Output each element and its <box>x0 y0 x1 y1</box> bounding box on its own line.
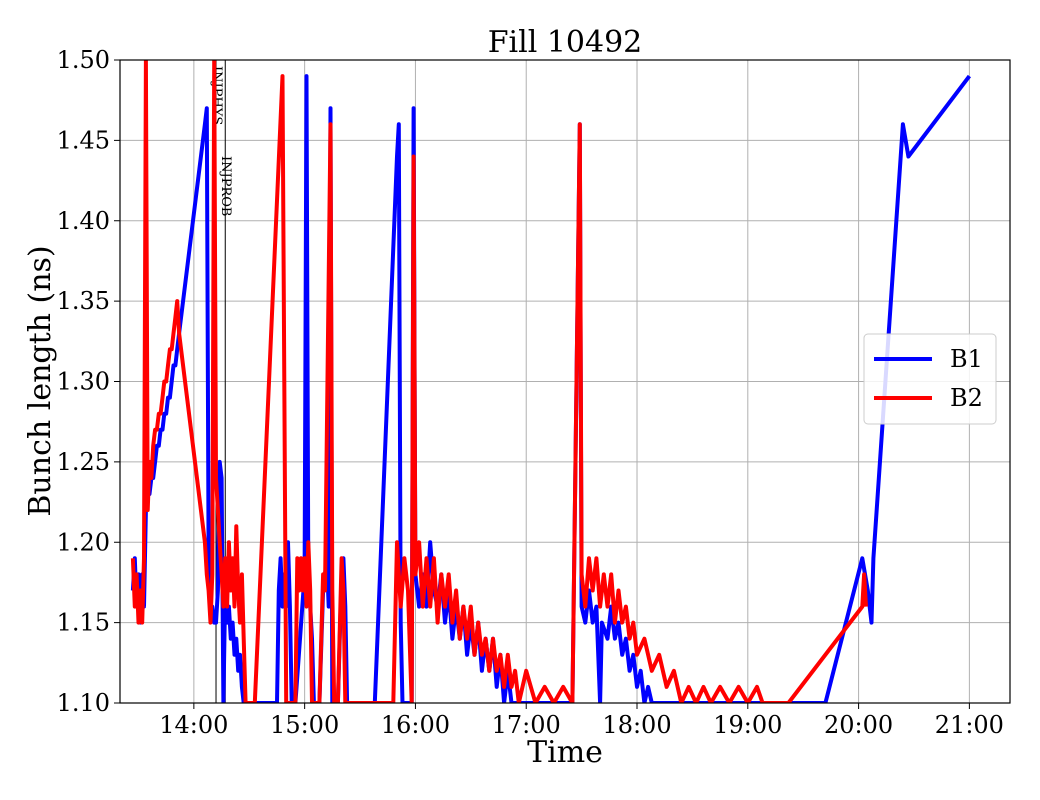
y-tick-label: 1.20 <box>57 528 110 556</box>
y-tick-label: 1.10 <box>57 689 110 717</box>
y-axis-label: Bunch length (ns) <box>23 245 58 516</box>
x-tick-label: 19:00 <box>713 711 782 739</box>
x-tick-label: 20:00 <box>824 711 893 739</box>
y-tick-label: 1.15 <box>57 609 110 637</box>
y-tick-label: 1.30 <box>57 368 110 396</box>
x-tick-label: 15:00 <box>270 711 339 739</box>
series-line-b2 <box>130 60 868 703</box>
chart-title: Fill 10492 <box>488 25 643 60</box>
y-tick-label: 1.40 <box>57 207 110 235</box>
y-tick-label: 1.45 <box>57 126 110 154</box>
x-tick-label: 16:00 <box>381 711 450 739</box>
x-axis-label: Time <box>527 735 603 770</box>
legend-label-b1: B1 <box>950 345 983 373</box>
y-ticks: 1.10 1.15 1.20 1.25 1.30 1.35 1.40 1.45 1.50 <box>57 46 120 717</box>
marker-label-injphys: INJPHYS <box>209 66 224 125</box>
legend-label-b2: B2 <box>950 384 983 412</box>
x-tick-label: 17:00 <box>492 711 561 739</box>
x-tick-label: 21:00 <box>935 711 1004 739</box>
legend-box <box>863 333 997 425</box>
legend: B1 B2 <box>863 333 997 425</box>
y-tick-label: 1.25 <box>57 448 110 476</box>
x-tick-label: 18:00 <box>602 711 671 739</box>
y-tick-label: 1.35 <box>57 287 110 315</box>
y-tick-label: 1.50 <box>57 46 110 74</box>
marker-label-injprob: INJPROB <box>218 156 233 216</box>
series-lines <box>130 60 971 703</box>
x-ticks: 14:00 15:00 16:00 17:00 18:00 19:00 20:00 21:00 <box>159 703 1004 739</box>
x-tick-label: 14:00 <box>159 711 228 739</box>
